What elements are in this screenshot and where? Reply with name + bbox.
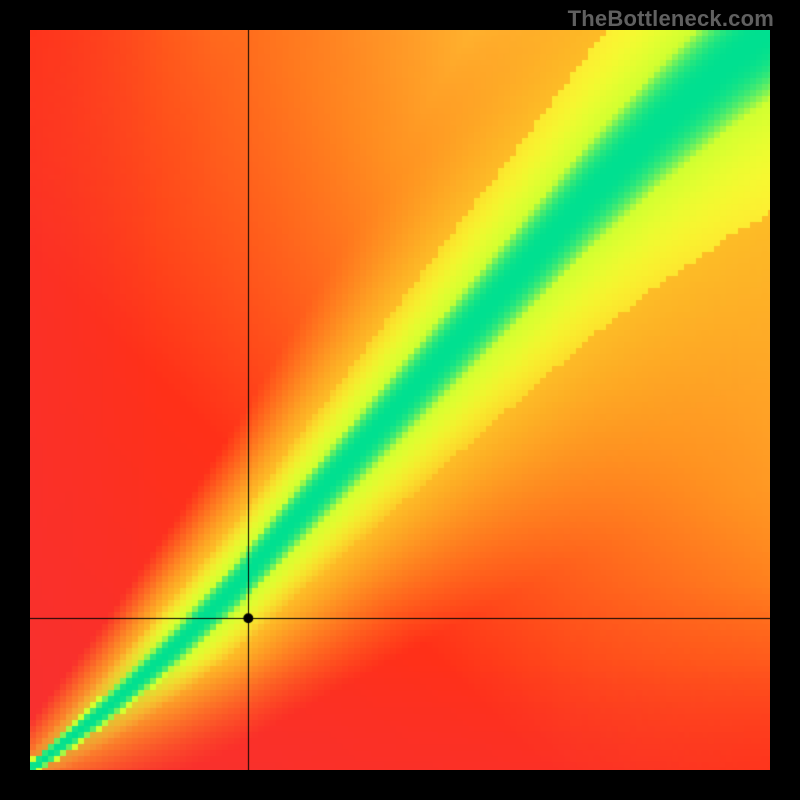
chart-frame: TheBottleneck.com (0, 0, 800, 800)
plot-area (30, 30, 770, 770)
watermark-text: TheBottleneck.com (568, 6, 774, 32)
heatmap-canvas (30, 30, 770, 770)
